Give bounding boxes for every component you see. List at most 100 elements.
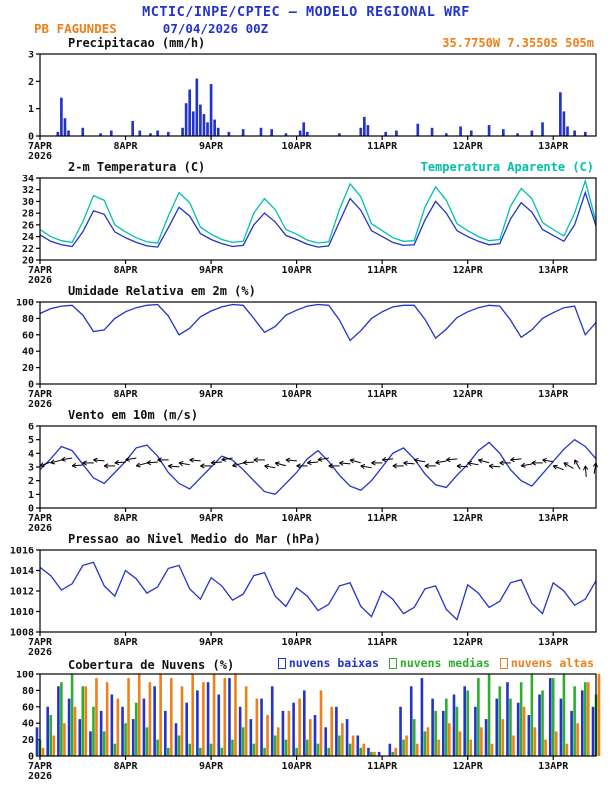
- svg-text:10APR: 10APR: [282, 141, 313, 152]
- humidity-title: Umidade Relativa em 2m (%): [68, 284, 256, 298]
- svg-text:10APR: 10APR: [282, 637, 313, 648]
- pressure-head: Pressao ao Nivel Medio do Mar (hPa): [0, 532, 612, 547]
- svg-text:12APR: 12APR: [453, 761, 484, 772]
- run-datetime: 07/04/2026 00Z: [162, 21, 269, 36]
- wind-title: Vento em 10m (m/s): [68, 408, 199, 422]
- svg-text:20: 20: [22, 735, 34, 746]
- svg-text:7APR: 7APR: [28, 513, 53, 524]
- svg-text:2026: 2026: [28, 399, 52, 408]
- panel-clouds: Cobertura de Nuvens (%) nuvens baixas nu…: [0, 656, 612, 780]
- low-clouds-marker-icon: [277, 657, 286, 669]
- svg-text:9APR: 9APR: [199, 761, 224, 772]
- svg-text:1016: 1016: [10, 547, 34, 557]
- wind-head: Vento em 10m (m/s): [0, 408, 612, 423]
- svg-text:24: 24: [22, 232, 34, 243]
- svg-text:9APR: 9APR: [199, 513, 224, 524]
- panel-humidity: Umidade Relativa em 2m (%) 0 20 40 60 80 100 7…: [0, 284, 612, 408]
- svg-text:12APR: 12APR: [453, 389, 484, 400]
- svg-text:80: 80: [22, 686, 34, 697]
- clouds-head: Cobertura de Nuvens (%) nuvens baixas nu…: [0, 656, 612, 672]
- svg-text:6: 6: [28, 423, 34, 433]
- svg-text:2026: 2026: [28, 275, 52, 284]
- legend-nuvens-altas: nuvens altas: [499, 656, 594, 670]
- svg-text:2: 2: [28, 77, 34, 88]
- svg-text:8APR: 8APR: [113, 141, 138, 152]
- station-name: PB FAGUNDES: [34, 21, 117, 36]
- humidity-head: Umidade Relativa em 2m (%): [0, 284, 612, 299]
- svg-text:2026: 2026: [28, 523, 52, 532]
- svg-text:3: 3: [28, 51, 34, 61]
- svg-text:5: 5: [28, 435, 34, 446]
- clouds-legend: nuvens baixas nuvens medias nuvens altas: [277, 656, 594, 670]
- legend-nuvens-medias: nuvens medias: [388, 656, 490, 670]
- clouds-title: Cobertura de Nuvens (%): [68, 657, 235, 672]
- svg-text:9APR: 9APR: [199, 265, 224, 276]
- svg-text:13APR: 13APR: [538, 761, 569, 772]
- svg-text:7APR: 7APR: [28, 265, 53, 276]
- svg-text:13APR: 13APR: [538, 141, 569, 152]
- svg-text:10APR: 10APR: [282, 513, 313, 524]
- svg-text:8APR: 8APR: [113, 513, 138, 524]
- low-clouds-label: nuvens baixas: [288, 656, 379, 670]
- svg-text:28: 28: [22, 209, 34, 220]
- svg-text:100: 100: [16, 671, 34, 681]
- svg-text:7APR: 7APR: [28, 389, 53, 400]
- subtitle-row: PB FAGUNDES 07/04/2026 00Z: [0, 21, 612, 36]
- svg-text:0: 0: [28, 380, 34, 391]
- svg-text:9APR: 9APR: [199, 637, 224, 648]
- temperature-title: 2-m Temperatura (C): [68, 160, 206, 174]
- svg-text:2026: 2026: [28, 151, 52, 160]
- svg-text:30: 30: [22, 197, 34, 208]
- svg-text:40: 40: [22, 347, 34, 358]
- precipitation-head: Precipitacao (mm/h) 35.7750W 7.3550S 505…: [0, 36, 612, 51]
- svg-text:60: 60: [22, 702, 34, 713]
- svg-text:34: 34: [22, 175, 34, 185]
- svg-text:20: 20: [22, 256, 34, 267]
- legend-nuvens-baixas: nuvens baixas: [277, 656, 379, 670]
- svg-text:11APR: 11APR: [367, 513, 398, 524]
- svg-text:20: 20: [22, 363, 34, 374]
- high-clouds-label: nuvens altas: [510, 656, 594, 670]
- panel-pressure: Pressao ao Nivel Medio do Mar (hPa) 1008…: [0, 532, 612, 656]
- svg-text:22: 22: [22, 244, 34, 255]
- mid-clouds-marker-icon: [388, 657, 397, 669]
- svg-text:7APR: 7APR: [28, 637, 53, 648]
- svg-text:11APR: 11APR: [367, 141, 398, 152]
- apparent-temperature-legend: Temperatura Aparente (C): [420, 160, 594, 174]
- svg-text:12APR: 12APR: [453, 513, 484, 524]
- svg-text:1: 1: [28, 104, 34, 115]
- station-coordinates: 35.7750W 7.3550S 505m: [442, 36, 594, 50]
- page-title: MCTIC/INPE/CPTEC — MODELO REGIONAL WRF: [142, 4, 470, 20]
- svg-text:80: 80: [22, 314, 34, 325]
- svg-text:100: 100: [16, 299, 34, 309]
- svg-text:1010: 1010: [10, 607, 34, 618]
- svg-text:9APR: 9APR: [199, 389, 224, 400]
- svg-text:10APR: 10APR: [282, 389, 313, 400]
- temperature-head: 2-m Temperatura (C) Temperatura Aparente…: [0, 160, 612, 175]
- svg-text:1014: 1014: [10, 566, 34, 577]
- svg-text:12APR: 12APR: [453, 637, 484, 648]
- header: MCTIC/INPE/CPTEC — MODELO REGIONAL WRF P…: [0, 0, 612, 36]
- svg-text:13APR: 13APR: [538, 637, 569, 648]
- svg-text:8APR: 8APR: [113, 265, 138, 276]
- svg-text:26: 26: [22, 220, 34, 231]
- svg-text:0: 0: [28, 132, 34, 143]
- svg-text:9APR: 9APR: [199, 141, 224, 152]
- svg-text:2026: 2026: [28, 771, 52, 780]
- svg-text:4: 4: [28, 449, 34, 460]
- svg-text:1: 1: [28, 490, 34, 501]
- svg-text:11APR: 11APR: [367, 761, 398, 772]
- svg-text:13APR: 13APR: [538, 389, 569, 400]
- panel-wind: Vento em 10m (m/s) 0 1 2 3 4 5 6 7APR 2026 8APR 9A…: [0, 408, 612, 532]
- svg-text:8APR: 8APR: [113, 761, 138, 772]
- svg-text:1012: 1012: [10, 587, 34, 598]
- svg-text:2026: 2026: [28, 647, 52, 656]
- svg-text:10APR: 10APR: [282, 761, 313, 772]
- svg-text:13APR: 13APR: [538, 513, 569, 524]
